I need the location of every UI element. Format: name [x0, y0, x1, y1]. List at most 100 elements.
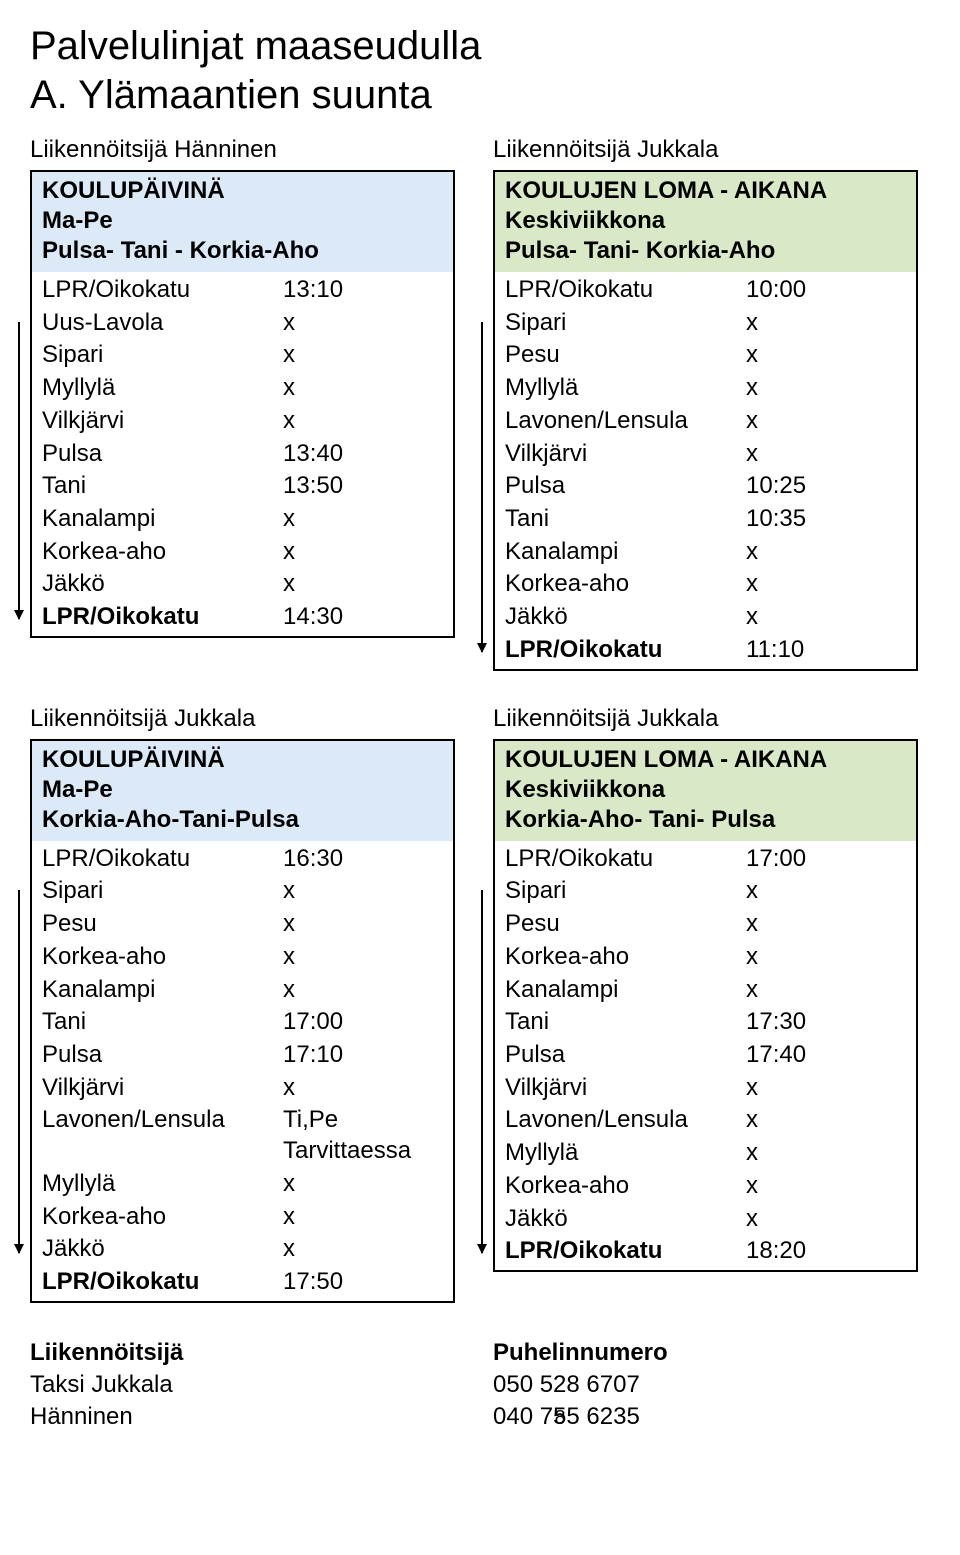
- stop-time: x: [746, 1073, 906, 1104]
- stop-name: Pesu: [42, 909, 283, 940]
- stop-name: Myllylä: [505, 373, 746, 404]
- stop-name: Tani: [42, 1007, 283, 1038]
- stop-name: Myllylä: [42, 373, 283, 404]
- timetable-rows: LPR/Oikokatu10:00SiparixPesuxMyllyläxLav…: [495, 272, 916, 669]
- stop-time: 18:20: [746, 1236, 906, 1267]
- stop-name: Kanalampi: [505, 537, 746, 568]
- contact-phone-0: 050 528 6707: [493, 1369, 918, 1401]
- table-row: Siparix: [495, 875, 916, 908]
- stop-time: x: [746, 975, 906, 1006]
- stop-time: x: [283, 876, 443, 907]
- row-top: Liikennöitsijä HänninenKOULUPÄIVINÄMa-Pe…: [30, 136, 930, 671]
- stop-name: Kanalampi: [42, 504, 283, 535]
- timetable: KOULUJEN LOMA - AIKANAKeskiviikkonaPulsa…: [493, 170, 918, 671]
- table-row: Myllyläx: [495, 372, 916, 405]
- stop-time: 13:10: [283, 275, 443, 306]
- header-line-3: Korkia-Aho-Tani-Pulsa: [42, 805, 443, 835]
- table-row: LPR/Oikokatu11:10: [495, 634, 916, 667]
- header-line-3: Pulsa- Tani - Korkia-Aho: [42, 236, 443, 266]
- stop-name: Vilkjärvi: [505, 439, 746, 470]
- block-bottom-right: Liikennöitsijä Jukkala KOULUJEN LOMA - AI…: [493, 705, 918, 1303]
- stop-name: LPR/Oikokatu: [42, 602, 283, 633]
- table-row: Pesux: [495, 908, 916, 941]
- table-row: Kanalampix: [495, 974, 916, 1007]
- stop-time: x: [746, 537, 906, 568]
- header-line-3: Pulsa- Tani- Korkia-Aho: [505, 236, 906, 266]
- timetable-rows: LPR/Oikokatu16:30SiparixPesuxKorkea-ahox…: [32, 841, 453, 1301]
- table-row: LPR/Oikokatu18:20: [495, 1235, 916, 1268]
- stop-name: Korkea-aho: [42, 1202, 283, 1233]
- block-top-left: Liikennöitsijä HänninenKOULUPÄIVINÄMa-Pe…: [30, 136, 455, 671]
- stop-name: Lavonen/Lensula: [42, 1105, 283, 1166]
- stop-name: LPR/Oikokatu: [505, 275, 746, 306]
- stop-name: Tani: [505, 504, 746, 535]
- stop-name: Jäkkö: [505, 602, 746, 633]
- stop-name: Jäkkö: [505, 1204, 746, 1235]
- stop-time: 16:30: [283, 844, 443, 875]
- stop-name: Kanalampi: [505, 975, 746, 1006]
- row-bottom: Liikennöitsijä Jukkala KOULUPÄIVINÄMa-PeK…: [30, 705, 930, 1303]
- table-row: Myllyläx: [495, 1137, 916, 1170]
- timetable: KOULUJEN LOMA - AIKANAKeskiviikkonaKorki…: [493, 739, 918, 1272]
- stop-time: x: [746, 406, 906, 437]
- stop-time: x: [283, 942, 443, 973]
- table-row: Korkea-ahox: [32, 1201, 453, 1234]
- stop-name: LPR/Oikokatu: [42, 1267, 283, 1298]
- timetable: KOULUPÄIVINÄMa-PePulsa- Tani - Korkia-Ah…: [30, 170, 455, 638]
- table-row: Siparix: [32, 875, 453, 908]
- down-arrow-icon: [18, 322, 20, 619]
- table-row: Siparix: [32, 339, 453, 372]
- table-row: Pulsa13:40: [32, 438, 453, 471]
- stop-time: 10:25: [746, 471, 906, 502]
- stop-time: 11:10: [746, 635, 906, 666]
- stop-name: Pesu: [505, 909, 746, 940]
- operator-label: Liikennöitsijä Jukkala: [493, 705, 918, 733]
- table-row: Kanalampix: [495, 536, 916, 569]
- stop-name: Korkea-aho: [505, 1171, 746, 1202]
- stop-time: x: [746, 569, 906, 600]
- timetable-header: KOULUPÄIVINÄMa-PeKorkia-Aho-Tani-Pulsa: [32, 741, 453, 841]
- stop-time: 17:00: [283, 1007, 443, 1038]
- stop-name: Vilkjärvi: [42, 1073, 283, 1104]
- table-row: LPR/Oikokatu16:30: [32, 843, 453, 876]
- down-arrow-icon: [18, 890, 20, 1253]
- contacts-left-col: Liikennöitsijä Taksi Jukkala Hänninen: [30, 1337, 455, 1434]
- stop-time: x: [746, 602, 906, 633]
- table-row: Siparix: [495, 307, 916, 340]
- stop-time: 17:00: [746, 844, 906, 875]
- table-row: Tani17:30: [495, 1006, 916, 1039]
- timetable-rows: LPR/Oikokatu17:00SiparixPesuxKorkea-ahox…: [495, 841, 916, 1270]
- table-row: Lavonen/LensulaTi,Pe Tarvittaessa: [32, 1104, 453, 1167]
- stop-time: 10:35: [746, 504, 906, 535]
- stop-time: x: [746, 876, 906, 907]
- stop-name: Lavonen/Lensula: [505, 1105, 746, 1136]
- stop-name: Pulsa: [42, 1040, 283, 1071]
- operator-label: Liikennöitsijä Jukkala: [493, 136, 918, 164]
- stop-time: x: [746, 1204, 906, 1235]
- stop-name: Sipari: [42, 340, 283, 371]
- table-row: LPR/Oikokatu14:30: [32, 601, 453, 634]
- table-row: Pesux: [32, 908, 453, 941]
- table-row: LPR/Oikokatu10:00: [495, 274, 916, 307]
- table-row: Vilkjärvix: [32, 405, 453, 438]
- stop-name: Tani: [505, 1007, 746, 1038]
- page-title: Palvelulinjat maaseudulla: [30, 24, 930, 69]
- header-line-2: Keskiviikkona: [505, 206, 906, 236]
- header-line-3: Korkia-Aho- Tani- Pulsa: [505, 805, 906, 835]
- stop-name: Pulsa: [505, 1040, 746, 1071]
- contact-phone-1-text: 040 755 6235: [493, 1403, 640, 1430]
- table-row: LPR/Oikokatu17:50: [32, 1266, 453, 1299]
- down-arrow-icon: [481, 890, 483, 1253]
- table-row: Jäkköx: [32, 568, 453, 601]
- stop-time: x: [746, 942, 906, 973]
- stop-time: 17:50: [283, 1267, 443, 1298]
- stop-time: x: [746, 1138, 906, 1169]
- stop-name: Myllylä: [42, 1169, 283, 1200]
- stop-time: x: [283, 537, 443, 568]
- stop-time: x: [283, 1073, 443, 1104]
- table-row: Korkea-ahox: [495, 941, 916, 974]
- block-bottom-left: Liikennöitsijä Jukkala KOULUPÄIVINÄMa-PeK…: [30, 705, 455, 1303]
- operator-label: Liikennöitsijä Jukkala: [30, 705, 455, 733]
- stop-time: x: [283, 308, 443, 339]
- stop-time: x: [283, 1202, 443, 1233]
